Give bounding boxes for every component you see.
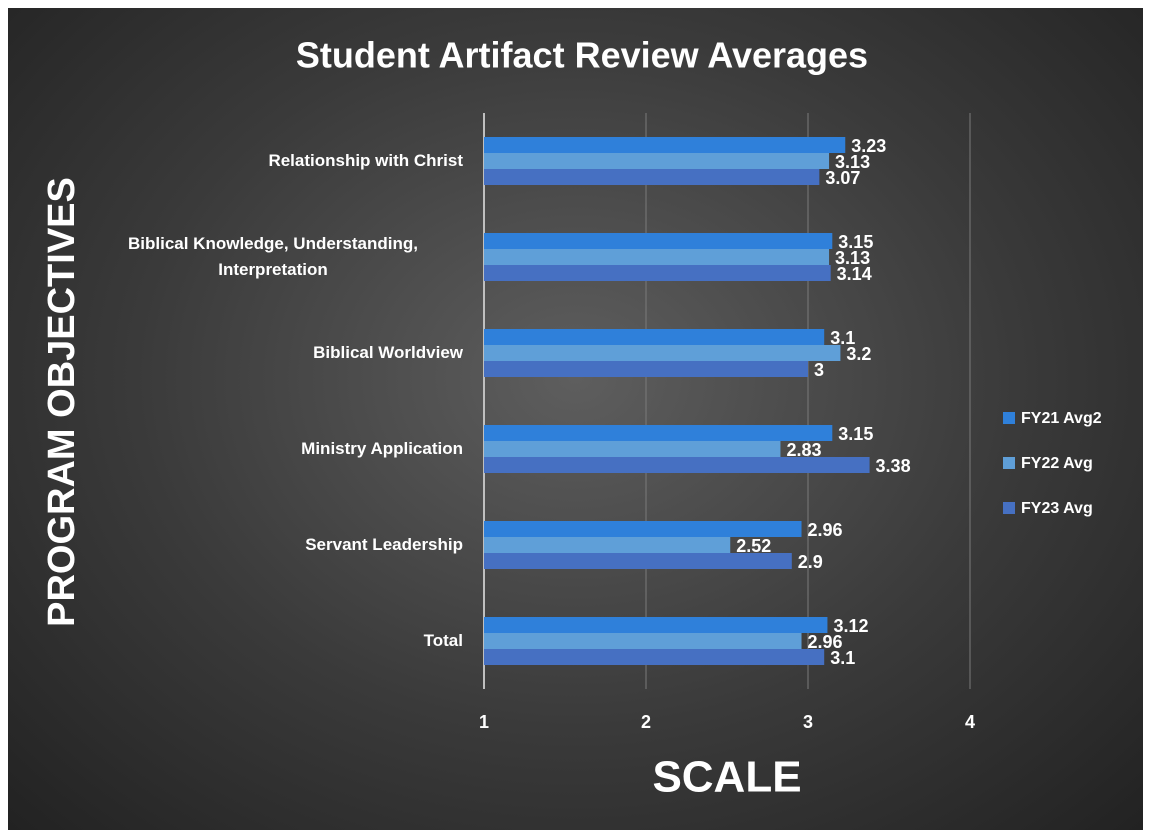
bar bbox=[484, 521, 802, 537]
bar bbox=[484, 345, 841, 361]
value-label: 2.9 bbox=[798, 552, 823, 572]
value-label: 3.07 bbox=[825, 168, 860, 188]
x-tick-label: 2 bbox=[641, 712, 651, 732]
value-label: 2.96 bbox=[808, 520, 843, 540]
value-label: 3.15 bbox=[838, 424, 873, 444]
x-tick-label: 3 bbox=[803, 712, 813, 732]
category-text: Relationship with Christ bbox=[268, 151, 463, 170]
legend-swatch bbox=[1003, 412, 1015, 424]
bar bbox=[484, 329, 825, 345]
legend-label: FY23 Avg bbox=[1021, 500, 1093, 517]
bar bbox=[484, 425, 833, 441]
bar bbox=[484, 233, 833, 249]
bar bbox=[484, 457, 870, 473]
bar bbox=[484, 553, 792, 569]
value-label: 2.96 bbox=[808, 632, 843, 652]
legend-label: FY22 Avg bbox=[1021, 455, 1093, 472]
category-text: Biblical Worldview bbox=[313, 343, 463, 362]
legend-label: FY21 Avg2 bbox=[1021, 410, 1102, 427]
y-tick-label: Servant Leadership bbox=[83, 532, 463, 558]
category-text: Servant Leadership bbox=[305, 535, 463, 554]
value-label: 3.38 bbox=[876, 456, 911, 476]
value-label: 2.83 bbox=[786, 440, 821, 460]
value-label: 3.1 bbox=[830, 648, 855, 668]
value-label: 3.14 bbox=[837, 264, 872, 284]
value-label: 3.13 bbox=[835, 248, 870, 268]
value-label: 3.23 bbox=[851, 136, 886, 156]
bar bbox=[484, 169, 820, 185]
category-text: Biblical Knowledge, Understanding, Inter… bbox=[128, 234, 418, 279]
y-tick-label: Biblical Worldview bbox=[83, 340, 463, 366]
value-label: 2.52 bbox=[736, 536, 771, 556]
category-text: Ministry Application bbox=[301, 439, 463, 458]
value-label: 3.13 bbox=[835, 152, 870, 172]
bar bbox=[484, 361, 808, 377]
x-tick-label: 1 bbox=[479, 712, 489, 732]
value-label: 3 bbox=[814, 360, 824, 380]
y-tick-label: Total bbox=[83, 628, 463, 654]
legend-swatch bbox=[1003, 457, 1015, 469]
x-axis-title: SCALE bbox=[652, 753, 801, 802]
bar bbox=[484, 537, 731, 553]
bar bbox=[484, 617, 828, 633]
bar bbox=[484, 649, 825, 665]
y-axis-title: PROGRAM OBJECTIVES bbox=[41, 177, 83, 627]
value-label: 3.15 bbox=[838, 232, 873, 252]
bar bbox=[484, 265, 831, 281]
y-tick-label: Ministry Application bbox=[83, 436, 463, 462]
y-tick-label: Biblical Knowledge, Understanding, Inter… bbox=[83, 231, 463, 283]
legend-swatch bbox=[1003, 502, 1015, 514]
chart-title: Student Artifact Review Averages bbox=[296, 35, 868, 76]
bar bbox=[484, 249, 830, 265]
bar bbox=[484, 153, 830, 169]
category-text: Total bbox=[423, 631, 463, 650]
value-label: 3.1 bbox=[830, 328, 855, 348]
value-label: 3.12 bbox=[833, 616, 868, 636]
value-label: 3.2 bbox=[846, 344, 871, 364]
bar bbox=[484, 633, 802, 649]
y-tick-label: Relationship with Christ bbox=[83, 148, 463, 174]
bar bbox=[484, 137, 846, 153]
x-tick-label: 4 bbox=[965, 712, 975, 732]
bar bbox=[484, 441, 781, 457]
